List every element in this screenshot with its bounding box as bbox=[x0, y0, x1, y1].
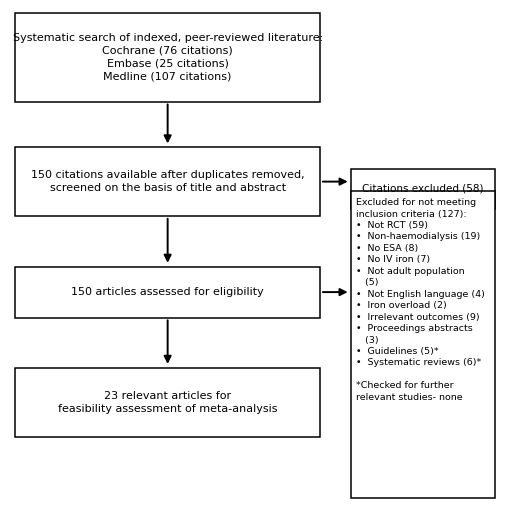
Text: 150 citations available after duplicates removed,
screened on the basis of title: 150 citations available after duplicates… bbox=[31, 170, 304, 193]
Text: Systematic search of indexed, peer-reviewed literature:
Cochrane (76 citations)
: Systematic search of indexed, peer-revie… bbox=[13, 33, 323, 81]
Text: 150 articles assessed for eligibility: 150 articles assessed for eligibility bbox=[71, 287, 264, 297]
FancyBboxPatch shape bbox=[351, 190, 495, 498]
Text: Citations excluded (58): Citations excluded (58) bbox=[362, 184, 484, 194]
FancyBboxPatch shape bbox=[15, 147, 320, 216]
FancyBboxPatch shape bbox=[15, 368, 320, 437]
Text: 23 relevant articles for
feasibility assessment of meta-analysis: 23 relevant articles for feasibility ass… bbox=[58, 391, 277, 414]
FancyBboxPatch shape bbox=[15, 13, 320, 102]
Text: Excluded for not meeting
inclusion criteria (127):
•  Not RCT (59)
•  Non-haemod: Excluded for not meeting inclusion crite… bbox=[356, 198, 485, 402]
FancyBboxPatch shape bbox=[351, 169, 495, 209]
FancyBboxPatch shape bbox=[15, 267, 320, 318]
